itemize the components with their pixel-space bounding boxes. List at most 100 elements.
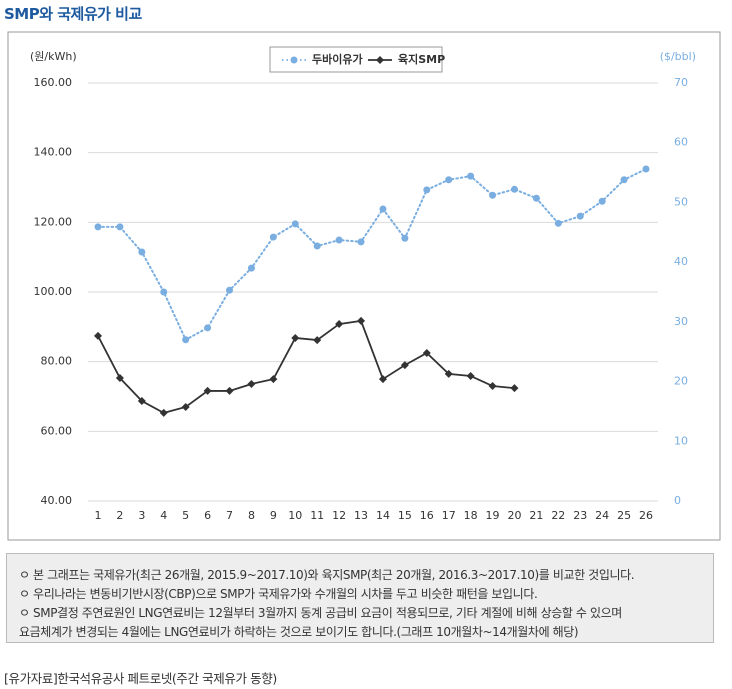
x-tick-label: 14 [376, 509, 390, 522]
x-tick-label: 6 [204, 509, 211, 522]
y2-tick-label: 60 [674, 136, 688, 149]
notes-box: ㅇ 본 그래프는 국제유가(최근 26개월, 2015.9~2017.10)와 … [6, 553, 714, 643]
note-line: ㅇ 본 그래프는 국제유가(최근 26개월, 2015.9~2017.10)와 … [19, 568, 635, 582]
marker [159, 408, 168, 417]
x-tick-label: 5 [182, 509, 189, 522]
legend-box [269, 46, 443, 73]
marker [554, 219, 562, 227]
x-tick-label: 19 [486, 509, 500, 522]
marker [137, 397, 146, 406]
y2-tick-label: 20 [674, 375, 688, 388]
x-tick-label: 20 [507, 509, 521, 522]
x-tick-label: 22 [551, 509, 565, 522]
legend-label: 두바이유가 [312, 52, 363, 66]
x-tick-label: 9 [270, 509, 277, 522]
marker [335, 320, 344, 329]
chart-frame [7, 31, 721, 541]
x-tick-label: 16 [420, 509, 434, 522]
x-tick-label: 24 [595, 509, 609, 522]
y-tick-label: 100.00 [34, 285, 73, 298]
y-tick-label: 60.00 [41, 424, 73, 437]
marker [291, 333, 300, 342]
marker [466, 371, 475, 380]
y2-axis-label: ($/bbl) [660, 50, 696, 63]
marker [203, 386, 212, 395]
marker [116, 223, 124, 231]
y2-tick-label: 40 [674, 255, 688, 268]
x-tick-label: 21 [529, 509, 543, 522]
x-tick-label: 17 [442, 509, 456, 522]
marker [269, 375, 278, 384]
x-tick-label: 3 [138, 509, 145, 522]
marker [532, 194, 540, 202]
y2-tick-label: 0 [674, 494, 681, 507]
marker [422, 348, 431, 357]
x-tick-label: 15 [398, 509, 412, 522]
x-tick-label: 13 [354, 509, 368, 522]
marker [115, 374, 124, 383]
marker [290, 56, 298, 64]
marker [357, 238, 365, 246]
marker [182, 336, 190, 344]
chart: (원/kWh) ($/bbl) 40.0060.0080.00100.00120… [7, 31, 721, 541]
marker [489, 191, 497, 199]
note-line: ㅇ 우리나라는 변동비기반시장(CBP)으로 SMP가 국제유가와 수개월의 시… [19, 587, 538, 601]
marker [269, 233, 277, 241]
marker [445, 176, 453, 184]
x-tick-label: 12 [332, 509, 346, 522]
x-tick-label: 4 [160, 509, 167, 522]
x-tick-label: 2 [116, 509, 123, 522]
x-tick-label: 23 [573, 509, 587, 522]
y-tick-label: 140.00 [34, 146, 73, 159]
marker [510, 185, 518, 193]
marker [138, 248, 146, 256]
y2-tick-label: 10 [674, 434, 688, 447]
marker [401, 234, 409, 242]
x-tick-label: 10 [288, 509, 302, 522]
y-tick-label: 80.00 [41, 355, 73, 368]
x-tick-label: 7 [226, 509, 233, 522]
marker [225, 386, 234, 395]
marker [444, 369, 453, 378]
marker [488, 382, 497, 391]
marker [313, 336, 322, 345]
marker [379, 205, 387, 213]
y-tick-label: 120.00 [34, 215, 73, 228]
y2-tick-label: 70 [674, 76, 688, 89]
x-tick-label: 11 [310, 509, 324, 522]
marker [291, 220, 299, 228]
marker [160, 288, 168, 296]
marker [467, 172, 475, 180]
marker [598, 197, 606, 205]
x-tick-label: 25 [617, 509, 631, 522]
marker [423, 186, 431, 194]
marker [247, 379, 256, 388]
series-line [97, 319, 516, 414]
marker [378, 375, 387, 384]
x-tick-label: 8 [248, 509, 255, 522]
source: [유가자료]한국석유공사 페트로넷(주간 국제유가 동향) [4, 671, 277, 686]
marker [226, 286, 234, 294]
marker [620, 176, 628, 184]
note-line: ㅇ SMP결정 주연료원인 LNG연료비는 12월부터 3월까지 동계 공급비 … [19, 606, 622, 620]
marker [576, 212, 584, 220]
legend-label: 육지SMP [398, 52, 445, 66]
marker [510, 384, 519, 393]
y-axis-label: (원/kWh) [30, 50, 77, 63]
marker [313, 242, 321, 250]
marker [94, 331, 102, 340]
marker [247, 264, 255, 272]
y2-tick-label: 30 [674, 315, 688, 328]
page-title: SMP와 국제유가 비교 [4, 5, 142, 23]
y-tick-label: 160.00 [34, 76, 73, 89]
marker [642, 165, 650, 173]
marker [335, 236, 343, 244]
y-tick-label: 40.00 [41, 494, 73, 507]
marker [181, 402, 190, 411]
marker [357, 316, 366, 325]
x-tick-label: 1 [95, 509, 102, 522]
marker [94, 223, 102, 231]
series-line [97, 167, 647, 342]
marker [376, 56, 384, 64]
